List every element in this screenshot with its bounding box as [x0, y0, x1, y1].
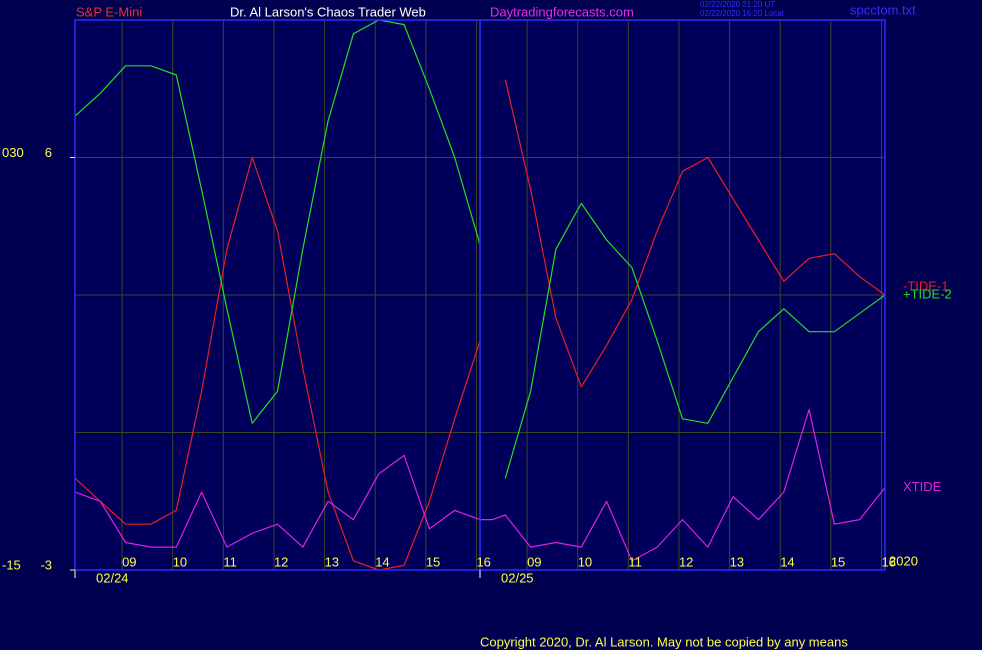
- legend-label: -TIDE-1: [903, 278, 949, 293]
- x-tick-label: 13: [325, 554, 339, 569]
- date-label: 02/24: [96, 570, 129, 585]
- copyright: Copyright 2020, Dr. Al Larson. May not b…: [480, 634, 848, 649]
- y2-tick-label: 030: [2, 145, 24, 160]
- y-tick-label: 6: [45, 145, 52, 160]
- series-line: [74, 19, 886, 479]
- legend-label: +TIDE-2: [903, 286, 952, 301]
- x-tick-label: 11: [223, 554, 237, 569]
- x-tick-label: 09: [527, 554, 541, 569]
- file-name: spcctom.txt: [850, 2, 916, 17]
- series-line: [74, 409, 886, 562]
- x-tick-label: 10: [578, 554, 592, 569]
- legend-label: XTIDE: [903, 479, 942, 494]
- x-tick-label: 12: [679, 554, 693, 569]
- x-tick-label: 11: [628, 554, 642, 569]
- timestamp-ut: 02/22/2020 21:20 UT: [700, 0, 775, 9]
- year: 2020: [889, 553, 918, 568]
- website: Daytradingforecasts.com: [490, 4, 634, 19]
- x-tick-label: 15: [831, 554, 845, 569]
- instrument: S&P E-Mini: [76, 4, 142, 19]
- x-tick-label: 16: [881, 554, 895, 569]
- x-tick-label: 10: [173, 554, 187, 569]
- series-lines: [74, 19, 886, 571]
- x-tick-label: 13: [730, 554, 744, 569]
- chart-title: Dr. Al Larson's Chaos Trader Web: [230, 4, 426, 19]
- x-tick-label: 12: [274, 554, 288, 569]
- x-tick-label: 09: [122, 554, 136, 569]
- x-tick-label: 14: [780, 554, 794, 569]
- x-tick-label: 14: [375, 554, 389, 569]
- y2-tick-label: -15: [2, 557, 21, 572]
- date-label: 02/25: [501, 570, 534, 585]
- series-line: [74, 79, 886, 571]
- x-tick-label: 15: [426, 554, 440, 569]
- timestamp-local: 02/22/2020 16:20 Local: [700, 9, 784, 18]
- labels: 09 10 11 12 13 14 15 16 09 10 11 12 13 14 15 16 6 -3 030 -1…: [2, 145, 952, 573]
- x-tick-label: 16: [476, 554, 490, 569]
- y-tick-label: -3: [40, 557, 52, 572]
